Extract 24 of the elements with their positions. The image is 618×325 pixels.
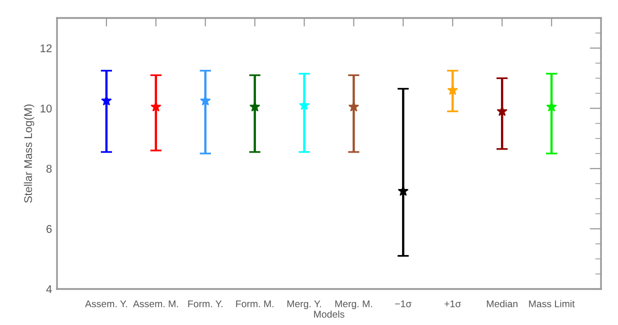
point bbox=[200, 95, 210, 106]
point bbox=[250, 101, 260, 112]
point bbox=[348, 101, 359, 112]
x-tick-label: Merg. Y. bbox=[287, 300, 322, 310]
x-tick-label: Form. M. bbox=[236, 300, 274, 308]
x-tick-label: Assem. Y. bbox=[85, 300, 128, 308]
x-tick-label: −1σ bbox=[395, 300, 412, 308]
x-tick-label: Median bbox=[486, 300, 518, 308]
y-tick-label: 8 bbox=[46, 164, 52, 173]
y-tick-label: 12 bbox=[40, 44, 52, 52]
y-tick-label: 10 bbox=[40, 104, 52, 112]
x-axis-title: Models bbox=[314, 310, 344, 318]
y-tick-label: 4 bbox=[46, 285, 52, 294]
y-axis-title: Stellar Mass Log(M) bbox=[24, 104, 34, 203]
point bbox=[398, 186, 408, 196]
point bbox=[448, 84, 458, 95]
x-tick-label: Merg. M. bbox=[335, 300, 372, 310]
point bbox=[150, 101, 162, 112]
x-tick-label: +1σ bbox=[444, 300, 462, 308]
point bbox=[299, 100, 310, 110]
x-tick-label: Assem. M. bbox=[132, 300, 178, 308]
x-tick-label: Form. Y. bbox=[188, 300, 222, 308]
x-tick-label: Mass Limit bbox=[529, 300, 575, 308]
y-tick-label: 6 bbox=[46, 225, 52, 233]
